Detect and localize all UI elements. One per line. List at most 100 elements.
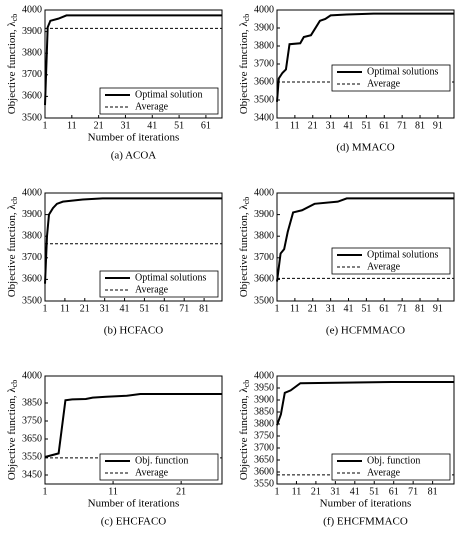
x-tick-label: 11 (292, 486, 302, 497)
x-tick-label: 61 (379, 120, 389, 131)
y-tick-label: 3900 (254, 209, 274, 220)
y-tick-label: 3600 (22, 274, 42, 285)
y-tick-label: 3850 (254, 406, 274, 417)
caption: (e) HCFMMACO (326, 325, 405, 337)
y-tick-label: 3700 (254, 442, 274, 453)
caption: (d) MMACO (336, 142, 394, 154)
x-tick-label: 51 (361, 120, 371, 131)
legend-label: Average (367, 467, 401, 478)
y-tick-label: 3400 (254, 112, 274, 123)
x-tick-label: 81 (415, 120, 425, 131)
legend-label: Optimal solutions (135, 272, 207, 283)
y-tick-label: 3650 (254, 454, 274, 465)
y-tick-label: 3550 (22, 451, 42, 462)
y-axis-label-sub: cb (10, 14, 19, 22)
x-tick-label: 11 (60, 303, 70, 314)
x-tick-label: 91 (433, 120, 443, 131)
y-axis-label-sub: cb (10, 197, 19, 205)
x-tick-label: 21 (80, 303, 90, 314)
y-tick-label: 3900 (22, 209, 42, 220)
y-tick-label: 3750 (22, 415, 42, 426)
y-tick-label: 3700 (254, 58, 274, 69)
legend-label: Optimal solutions (367, 66, 439, 77)
y-tick-label: 3600 (254, 466, 274, 477)
x-tick-label: 41 (350, 486, 360, 497)
x-tick-label: 51 (139, 303, 149, 314)
x-tick-label: 31 (100, 303, 110, 314)
x-tick-label: 31 (326, 303, 336, 314)
caption: (a) ACOA (111, 150, 157, 162)
y-tick-label: 3900 (254, 22, 274, 33)
x-tick-label: 91 (433, 303, 443, 314)
x-tick-label: 21 (308, 120, 318, 131)
y-tick-label: 3900 (254, 394, 274, 405)
x-tick-label: 1 (275, 486, 280, 497)
y-axis-label: Objective function, λcb (6, 14, 19, 115)
x-tick-label: 31 (326, 120, 336, 131)
y-tick-label: 3950 (254, 382, 274, 393)
x-tick-label: 21 (176, 486, 186, 497)
x-tick-label: 81 (415, 303, 425, 314)
x-tick-label: 41 (344, 120, 354, 131)
y-axis-label-sub: cb (10, 380, 19, 388)
y-tick-label: 3600 (254, 76, 274, 87)
y-tick-label: 3700 (254, 252, 274, 263)
y-tick-label: 3550 (254, 478, 274, 489)
y-axis-label: Objective function, λcb (238, 197, 251, 298)
x-tick-label: 51 (369, 486, 379, 497)
legend-label: Optimal solutions (367, 249, 439, 260)
legend-label: Obj. function (135, 455, 188, 466)
y-tick-label: 3450 (22, 469, 42, 480)
x-tick-label: 31 (330, 486, 340, 497)
series-line (276, 12, 454, 102)
y-tick-label: 3600 (254, 274, 274, 285)
y-axis-label-text: Objective function, λ (238, 387, 250, 481)
y-tick-label: 4000 (254, 187, 274, 198)
chart-panel: 3550360036503700375038003850390039504000… (238, 370, 455, 528)
x-tick-label: 1 (275, 303, 280, 314)
plot-frame (44, 375, 223, 485)
y-tick-label: 3500 (254, 295, 274, 306)
x-tick-label: 61 (379, 303, 389, 314)
plot-frame (276, 375, 455, 485)
y-axis-label-text: Objective function, λ (6, 21, 18, 115)
plot-frame (44, 192, 223, 302)
plot-frame (276, 192, 455, 302)
legend-box (331, 64, 451, 92)
caption: (f) EHCFMMACO (323, 516, 408, 528)
y-tick-label: 3650 (22, 433, 42, 444)
x-tick-label: 51 (174, 120, 184, 131)
y-tick-label: 3800 (254, 230, 274, 241)
x-tick-label: 41 (120, 303, 130, 314)
y-axis-label: Objective function, λcb (238, 380, 251, 481)
series-line (276, 197, 454, 282)
x-tick-label: 61 (201, 120, 211, 131)
x-tick-label: 71 (408, 486, 418, 497)
x-tick-label: 11 (290, 120, 300, 131)
x-tick-label: 1 (43, 303, 48, 314)
y-tick-label: 4000 (22, 187, 42, 198)
y-axis-label-sub: cb (242, 14, 251, 22)
y-tick-label: 3800 (254, 418, 274, 429)
series-line (44, 14, 222, 106)
x-tick-label: 71 (179, 303, 189, 314)
y-tick-label: 4000 (22, 4, 42, 15)
y-axis-label: Objective function, λcb (6, 197, 19, 298)
x-tick-label: 61 (159, 303, 169, 314)
x-tick-label: 11 (290, 303, 300, 314)
x-tick-label: 81 (199, 303, 209, 314)
x-tick-label: 61 (389, 486, 399, 497)
legend-label: Optimal solution (135, 89, 203, 100)
x-tick-label: 31 (120, 120, 130, 131)
y-axis-label-sub: cb (242, 197, 251, 205)
plot-frame (276, 9, 455, 119)
x-axis-label: Number of iterations (320, 498, 412, 510)
y-tick-label: 4000 (254, 4, 274, 15)
x-tick-label: 1 (43, 486, 48, 497)
x-tick-label: 81 (428, 486, 438, 497)
y-tick-label: 3700 (22, 69, 42, 80)
series-line (276, 381, 454, 426)
